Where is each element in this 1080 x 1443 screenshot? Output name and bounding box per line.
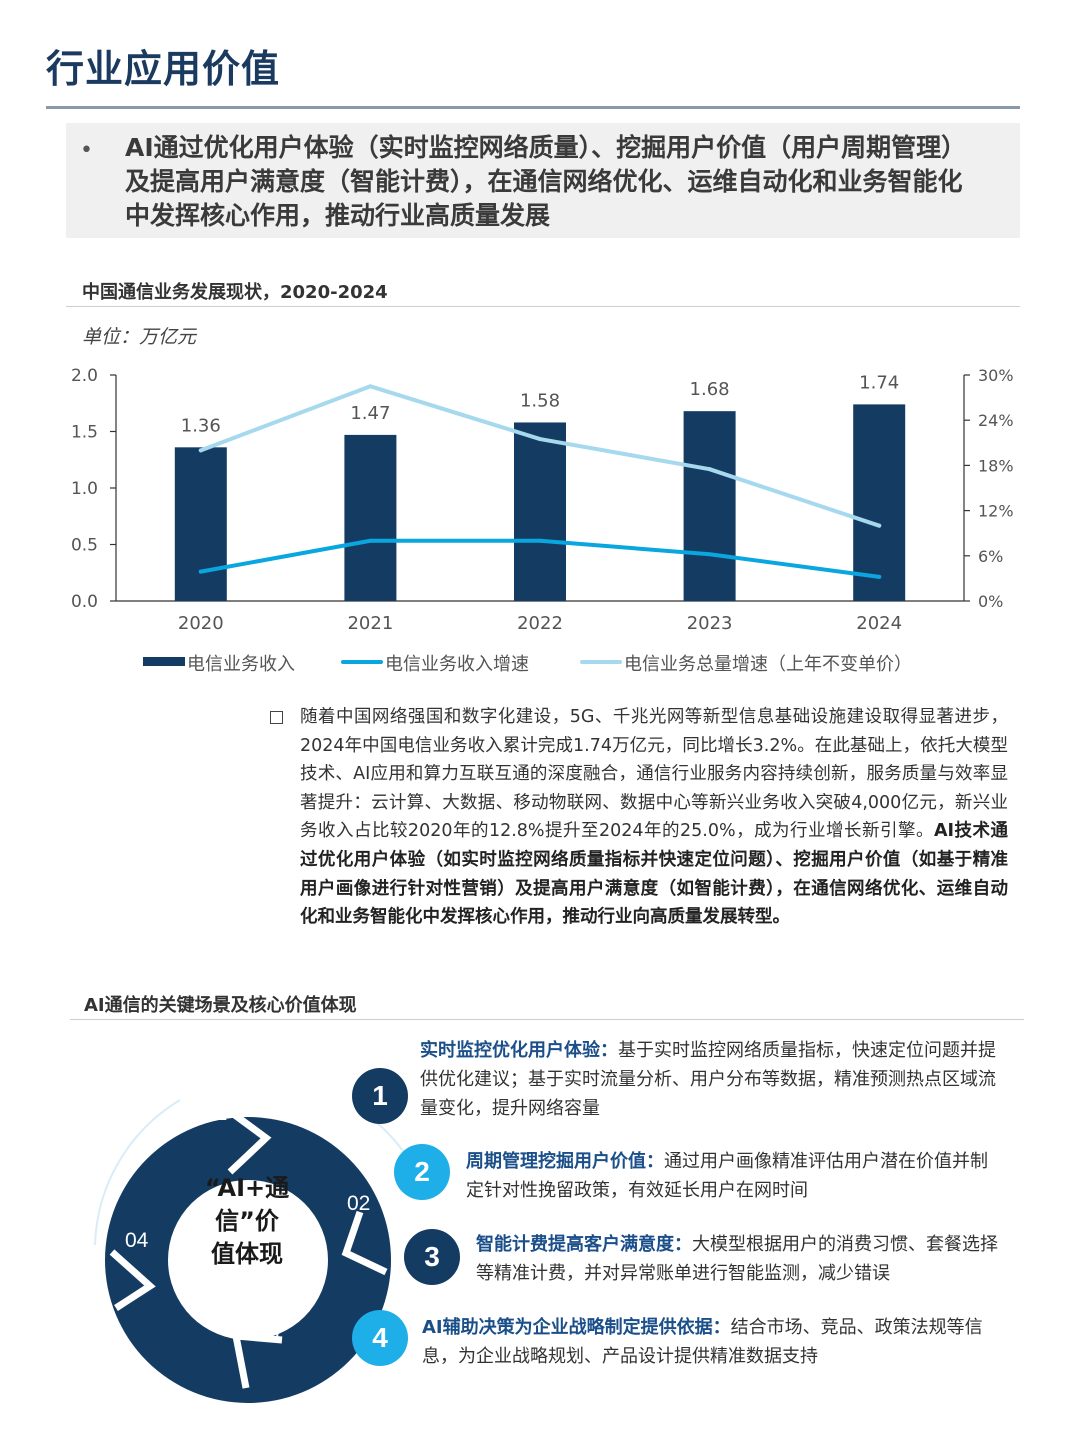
y-right-tick-label: 0%: [978, 592, 1003, 611]
y-left-tick-label: 1.5: [71, 423, 98, 443]
ring-separator-chevron: [231, 1332, 283, 1389]
y-right-tick-label: 24%: [978, 411, 1014, 430]
y-left-tick-label: 1.0: [71, 479, 98, 499]
ring-separator-chevron: [109, 1249, 156, 1311]
bar-2023: [683, 411, 736, 601]
scene-item-3: 智能计费提高客户满意度：大模型根据用户的消费习惯、套餐选择等精准计费，并对异常账…: [476, 1234, 998, 1284]
legend-label: 电信业务总量增速（上年不变单价）: [624, 654, 912, 675]
bar-data-label: 1.68: [690, 379, 730, 400]
series-point-2: [707, 467, 712, 472]
summary-text: AI通过优化用户体验（实时监控网络质量）、挖掘用户价值（用户周期管理）及提高用户…: [125, 133, 967, 230]
series-point-2: [368, 384, 373, 389]
checkbox-bullet-icon: [270, 711, 283, 724]
chart-unit-label: 单位：万亿元: [82, 326, 197, 348]
x-tick-label: 2021: [347, 613, 393, 634]
ring-center-label: “AI+通 信”价 值体现: [204, 1174, 290, 1268]
scenes-title: AI通信的关键场景及核心价值体现: [84, 995, 357, 1016]
legend-swatch: [580, 660, 622, 664]
description-paragraph: 随着中国网络强国和数字化建设，5G、千兆光网等新型信息基础设施建设取得显著进步，…: [300, 703, 1008, 932]
legend-label: 电信业务收入增速: [385, 654, 529, 675]
y-right-tick-label: 18%: [978, 456, 1014, 475]
bar-2024: [853, 404, 906, 601]
description-plain: 随着中国网络强国和数字化建设，5G、千兆光网等新型信息基础设施建设取得显著进步，…: [300, 707, 1008, 842]
y-right-tick-label: 12%: [978, 502, 1014, 521]
bar-data-label: 1.36: [181, 415, 221, 436]
scene-number-1: 1: [352, 1068, 408, 1124]
y-left-tick-label: 0.0: [71, 592, 98, 612]
series-point-2: [538, 437, 542, 442]
scene-number-3: 3: [404, 1229, 460, 1285]
summary-bullet: •: [80, 138, 93, 163]
y-right-tick-label: 30%: [978, 366, 1014, 385]
scene-item-2: 周期管理挖掘用户价值：通过用户画像精准评估用户潜在价值并制定针对性挽留政策，有效…: [466, 1151, 988, 1201]
scenes-title-divider: [70, 1019, 1024, 1020]
decorative-outer-arc: [94, 1099, 181, 1246]
bar-data-label: 1.58: [520, 390, 560, 411]
ring-segment-02: 02: [347, 1192, 371, 1215]
series-point-2: [198, 448, 203, 453]
ring-segment-01: 01: [204, 1102, 228, 1125]
y-left-tick-label: 0.5: [71, 536, 98, 556]
x-tick-label: 2022: [517, 613, 563, 634]
chart-title: 中国通信业务发展现状，2020-2024: [82, 282, 388, 303]
series-point-2: [877, 523, 882, 528]
bar-data-label: 1.74: [859, 372, 899, 393]
series-point-1: [198, 569, 203, 574]
chart-title-divider: [66, 306, 1020, 307]
ring-inner: [168, 1180, 328, 1340]
value-ring-diagram: [94, 1099, 416, 1403]
bar-data-label: 1.47: [350, 403, 390, 424]
summary-box: [66, 123, 1020, 238]
y-left-tick-label: 2.0: [71, 366, 98, 386]
ring-separator-chevron: [341, 1210, 388, 1276]
scene-number-4: 4: [352, 1310, 408, 1366]
bar-2021: [344, 434, 397, 601]
x-tick-label: 2024: [856, 613, 902, 634]
title-divider: [46, 106, 1020, 109]
bar-2020: [174, 447, 227, 601]
legend-swatch: [143, 657, 185, 666]
x-tick-label: 2023: [687, 613, 733, 634]
ring-segment-04: 04: [125, 1229, 149, 1252]
chart-legend: 电信业务收入 电信业务收入增速 电信业务总量增速（上年不变单价）: [0, 650, 1080, 675]
scene-number-2: 2: [394, 1144, 450, 1200]
revenue-chart: 0.0 0.5 1.0 1.5 2.0 0% 6% 12% 18% 24% 30% 2020 2021 2…: [71, 366, 1014, 634]
series-point-1: [707, 552, 712, 557]
y-right-tick-label: 6%: [978, 547, 1003, 566]
ring-separator-chevron: [225, 1107, 272, 1175]
legend-swatch: [341, 660, 383, 664]
scene-item-4: AI辅助决策为企业战略制定提供依据：结合市场、竞品、政策法规等信息，为企业战略规…: [422, 1317, 983, 1367]
scene-item-1: 实时监控优化用户体验：基于实时监控网络质量指标，快速定位问题并提供优化建议；基于…: [420, 1040, 996, 1119]
bar-2022: [514, 422, 566, 601]
series-point-1: [538, 538, 542, 543]
description-bold: AI技术通过优化用户体验（如实时监控网络质量指标并快速定位问题）、挖掘用户价值（…: [300, 821, 1008, 928]
x-tick-label: 2020: [178, 613, 224, 634]
series-point-1: [877, 574, 882, 579]
series-point-1: [368, 538, 373, 543]
page-title: 行业应用价值: [46, 47, 281, 91]
legend-label: 电信业务收入: [187, 654, 295, 675]
ring-segment-03: 03: [256, 1321, 280, 1344]
